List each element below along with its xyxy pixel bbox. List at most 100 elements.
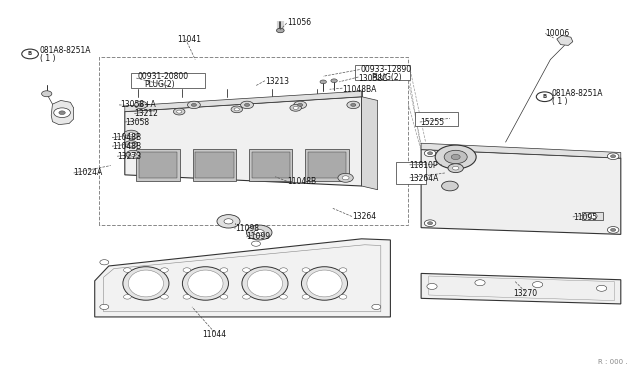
Circle shape bbox=[452, 166, 459, 170]
Text: 11095: 11095 bbox=[573, 213, 597, 222]
Circle shape bbox=[475, 280, 485, 286]
Polygon shape bbox=[396, 162, 426, 184]
Circle shape bbox=[183, 295, 191, 299]
Circle shape bbox=[339, 268, 347, 272]
Ellipse shape bbox=[182, 267, 228, 300]
Polygon shape bbox=[362, 97, 378, 190]
Circle shape bbox=[244, 103, 250, 106]
Bar bbox=[195, 153, 234, 178]
Circle shape bbox=[254, 230, 264, 235]
Circle shape bbox=[424, 220, 436, 227]
Circle shape bbox=[338, 173, 353, 182]
Text: 10006: 10006 bbox=[545, 29, 570, 38]
Polygon shape bbox=[51, 100, 74, 125]
Text: 13264A: 13264A bbox=[410, 174, 439, 183]
Circle shape bbox=[217, 215, 240, 228]
Text: 11048B: 11048B bbox=[112, 133, 141, 142]
Circle shape bbox=[607, 227, 619, 233]
Circle shape bbox=[347, 101, 360, 109]
Circle shape bbox=[125, 141, 138, 148]
Bar bbox=[136, 150, 180, 181]
Bar bbox=[249, 150, 292, 181]
Circle shape bbox=[128, 143, 134, 146]
Text: 11048B: 11048B bbox=[112, 142, 141, 151]
Circle shape bbox=[177, 110, 182, 113]
Text: 11048B: 11048B bbox=[287, 177, 316, 186]
Circle shape bbox=[351, 103, 356, 106]
Text: ( 1 ): ( 1 ) bbox=[40, 54, 55, 63]
Circle shape bbox=[124, 130, 139, 139]
Circle shape bbox=[442, 181, 458, 191]
Circle shape bbox=[596, 285, 607, 291]
Circle shape bbox=[42, 91, 52, 97]
Text: ( 1 ): ( 1 ) bbox=[552, 97, 567, 106]
Circle shape bbox=[588, 214, 597, 219]
Circle shape bbox=[302, 295, 310, 299]
Circle shape bbox=[280, 268, 287, 272]
Ellipse shape bbox=[188, 270, 223, 297]
Bar bbox=[308, 153, 346, 178]
Circle shape bbox=[243, 295, 250, 299]
Text: 13273: 13273 bbox=[117, 152, 141, 161]
Circle shape bbox=[220, 268, 228, 272]
Text: B: B bbox=[543, 94, 547, 99]
Circle shape bbox=[427, 283, 437, 289]
Text: 13058: 13058 bbox=[125, 118, 149, 126]
Circle shape bbox=[294, 101, 307, 109]
Text: 11098: 11098 bbox=[235, 224, 259, 233]
Text: PLUG(2): PLUG(2) bbox=[371, 73, 402, 81]
Circle shape bbox=[302, 268, 310, 272]
Circle shape bbox=[444, 150, 467, 164]
Circle shape bbox=[428, 222, 433, 225]
Ellipse shape bbox=[307, 270, 342, 297]
Circle shape bbox=[246, 225, 272, 240]
Text: 081A8-8251A: 081A8-8251A bbox=[552, 89, 603, 97]
Circle shape bbox=[124, 268, 131, 272]
Circle shape bbox=[100, 260, 109, 265]
Text: 13212: 13212 bbox=[134, 109, 158, 118]
Circle shape bbox=[224, 219, 233, 224]
Circle shape bbox=[183, 268, 191, 272]
Text: 13270: 13270 bbox=[513, 289, 537, 298]
Circle shape bbox=[276, 28, 284, 33]
Text: 13213: 13213 bbox=[266, 77, 289, 86]
Text: 11024A: 11024A bbox=[74, 169, 103, 177]
Text: 00931-20800: 00931-20800 bbox=[138, 72, 189, 81]
Text: 13058C: 13058C bbox=[358, 74, 388, 83]
Text: 11099: 11099 bbox=[246, 232, 271, 241]
Bar bbox=[252, 153, 290, 178]
Circle shape bbox=[124, 295, 131, 299]
Ellipse shape bbox=[301, 267, 348, 300]
Circle shape bbox=[298, 103, 303, 106]
Ellipse shape bbox=[123, 267, 169, 300]
Circle shape bbox=[252, 241, 260, 246]
Circle shape bbox=[280, 295, 287, 299]
Text: 15255: 15255 bbox=[420, 118, 444, 126]
Polygon shape bbox=[125, 91, 362, 112]
Circle shape bbox=[435, 145, 476, 169]
Text: 11048BA: 11048BA bbox=[342, 85, 377, 94]
Circle shape bbox=[173, 108, 185, 115]
Circle shape bbox=[161, 268, 168, 272]
Polygon shape bbox=[415, 112, 458, 126]
Text: 11056: 11056 bbox=[287, 18, 311, 27]
Circle shape bbox=[54, 108, 70, 118]
Circle shape bbox=[243, 268, 250, 272]
Circle shape bbox=[191, 103, 196, 106]
Circle shape bbox=[293, 106, 298, 109]
Text: 11810P: 11810P bbox=[410, 161, 438, 170]
Circle shape bbox=[320, 80, 326, 84]
Circle shape bbox=[161, 295, 168, 299]
Circle shape bbox=[428, 152, 433, 155]
Polygon shape bbox=[125, 97, 362, 186]
Polygon shape bbox=[421, 143, 621, 158]
Polygon shape bbox=[95, 239, 390, 317]
Circle shape bbox=[22, 49, 38, 59]
Circle shape bbox=[126, 150, 140, 158]
Polygon shape bbox=[421, 150, 621, 234]
Circle shape bbox=[372, 304, 381, 310]
Circle shape bbox=[138, 103, 143, 106]
Ellipse shape bbox=[242, 267, 288, 300]
Circle shape bbox=[448, 164, 463, 173]
Circle shape bbox=[339, 295, 347, 299]
